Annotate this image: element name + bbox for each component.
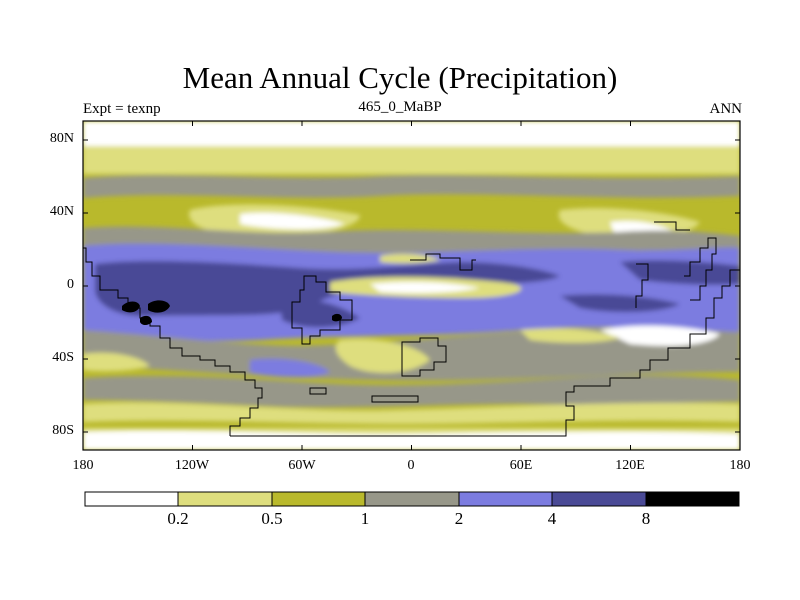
colorbar-swatch-0 — [85, 492, 178, 506]
outline-landmass-f — [654, 221, 690, 231]
lat-tick-label: 80S — [52, 423, 74, 438]
field-indian-heavy — [560, 294, 680, 313]
outline-west-gondwana — [83, 247, 263, 436]
field-wet-core-2 — [148, 300, 170, 313]
lat-tick-label: 40S — [52, 350, 74, 365]
lon-tick-label: 180 — [729, 458, 751, 473]
lat-tick-label: 0 — [67, 277, 74, 292]
plot-title: Mean Annual Cycle (Precipitation) — [182, 60, 618, 95]
colorbar-swatch-5 — [552, 492, 646, 506]
colorbar — [84, 491, 740, 507]
outline-island-2 — [371, 395, 419, 403]
field-maritime-heavy — [620, 260, 740, 285]
field-atlantic-white — [370, 281, 480, 294]
lon-tick-label: 0 — [407, 458, 415, 473]
field-north-grey-band — [83, 175, 740, 198]
outline-landmass-b — [401, 337, 447, 377]
field-pacific-heavy — [95, 261, 560, 317]
period-label: 465_0_MaBP — [358, 99, 442, 115]
lat-tick-label: 80N — [49, 131, 74, 146]
outline-southern-margin — [230, 269, 740, 437]
field-gulf-light — [380, 253, 440, 264]
colorbar-label: 8 — [641, 509, 651, 528]
field-sa-south-light — [335, 339, 430, 373]
continent-outlines — [83, 221, 740, 437]
field-sw-pacific-light — [83, 352, 150, 372]
lon-tick-label: 60E — [509, 458, 533, 473]
colorbar-swatch-4 — [459, 492, 552, 506]
field-wet-core-4 — [332, 313, 342, 322]
field-north-band-light — [83, 146, 740, 162]
lon-tick-label: 60W — [288, 458, 316, 473]
colorbar-label: 4 — [547, 509, 557, 528]
colorbar-swatch-6 — [646, 492, 739, 506]
colorbar-label: 0.2 — [167, 509, 189, 528]
field-ind-south-light — [520, 328, 620, 343]
colorbar-label: 1 — [360, 509, 370, 528]
field-wet-core-1 — [122, 301, 140, 313]
field-north-tropics-grey — [83, 226, 740, 254]
colorbar-label: 0.5 — [261, 509, 283, 528]
experiment-label: Expt = texnp — [83, 101, 161, 117]
lon-tick-label: 120E — [615, 458, 645, 473]
lon-tick-label: 120W — [174, 458, 210, 473]
field-north-band-light2 — [83, 160, 740, 174]
colorbar-label: 2 — [454, 509, 464, 528]
map-field — [83, 121, 740, 450]
outline-landmass-e — [684, 237, 717, 301]
lat-tick-label: 40N — [49, 204, 74, 219]
colorbar-swatch-1 — [178, 492, 272, 506]
outline-landmass-c — [410, 253, 476, 271]
field-south-pacific-blue — [250, 358, 330, 378]
lon-tick-label: 180 — [72, 458, 94, 473]
colorbar-swatch-3 — [365, 492, 459, 506]
outline-landmass-d — [635, 263, 649, 308]
season-label: ANN — [709, 101, 743, 117]
field-pacific-north-white — [240, 212, 345, 230]
field-south-light-band — [83, 402, 740, 424]
field-southern-storm-track — [83, 375, 740, 408]
outline-landmass-a — [291, 275, 353, 345]
axis-ticks — [83, 121, 740, 450]
outline-island-1 — [309, 387, 327, 395]
colorbar-swatch-2 — [272, 492, 365, 506]
